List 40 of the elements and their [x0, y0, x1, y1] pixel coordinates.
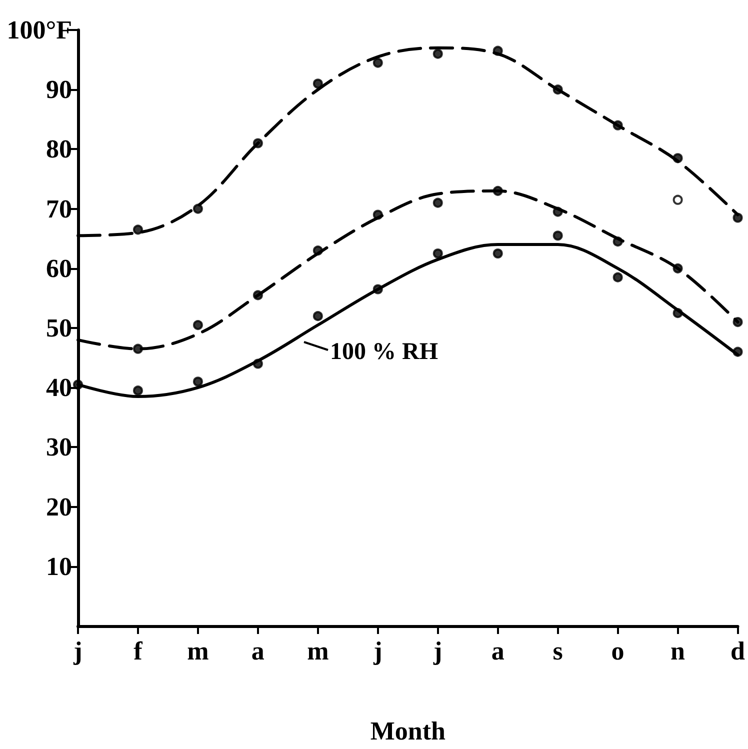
- x-tick-label: a: [251, 636, 264, 666]
- y-tick-label: 50: [46, 314, 72, 342]
- point: [312, 78, 323, 89]
- x-tick-label: o: [611, 636, 624, 666]
- point: [132, 386, 143, 396]
- point: [612, 272, 623, 282]
- x-tick-label: f: [134, 636, 143, 666]
- y-tick-label: 90: [46, 75, 72, 104]
- y-tick-label: 100°F: [6, 16, 72, 44]
- x-tick-label: m: [187, 636, 210, 666]
- point: [432, 248, 443, 258]
- x-axis-title: Month: [370, 716, 446, 746]
- x-tick-label: s: [552, 636, 563, 666]
- point: [492, 248, 503, 258]
- x-tick-label: d: [730, 636, 746, 666]
- x-tick-label: n: [670, 636, 686, 666]
- point: [132, 344, 143, 354]
- y-tick-label: 40: [46, 373, 72, 402]
- y-tick-label: 60: [46, 254, 72, 283]
- y-tick-label: 80: [46, 134, 72, 164]
- point: [312, 311, 323, 322]
- x-tick-label: j: [72, 636, 82, 666]
- annotation: 100 % RH: [330, 339, 438, 365]
- point: [192, 376, 203, 387]
- x-tick-label: a: [491, 636, 504, 666]
- point: [552, 230, 563, 241]
- point: [132, 224, 143, 235]
- x-tick-label: j: [432, 636, 442, 666]
- point: [192, 204, 203, 214]
- y-tick-label: 70: [46, 194, 72, 224]
- point: [672, 194, 683, 205]
- y-tick-label: 30: [46, 432, 72, 462]
- y-tick-label: 20: [46, 492, 72, 522]
- point: [192, 320, 203, 330]
- y-tick-label: 10: [46, 552, 72, 581]
- point: [372, 58, 383, 68]
- x-tick-label: m: [307, 636, 330, 666]
- x-tick-label: j: [372, 636, 382, 666]
- point: [432, 198, 443, 208]
- point: [432, 48, 443, 59]
